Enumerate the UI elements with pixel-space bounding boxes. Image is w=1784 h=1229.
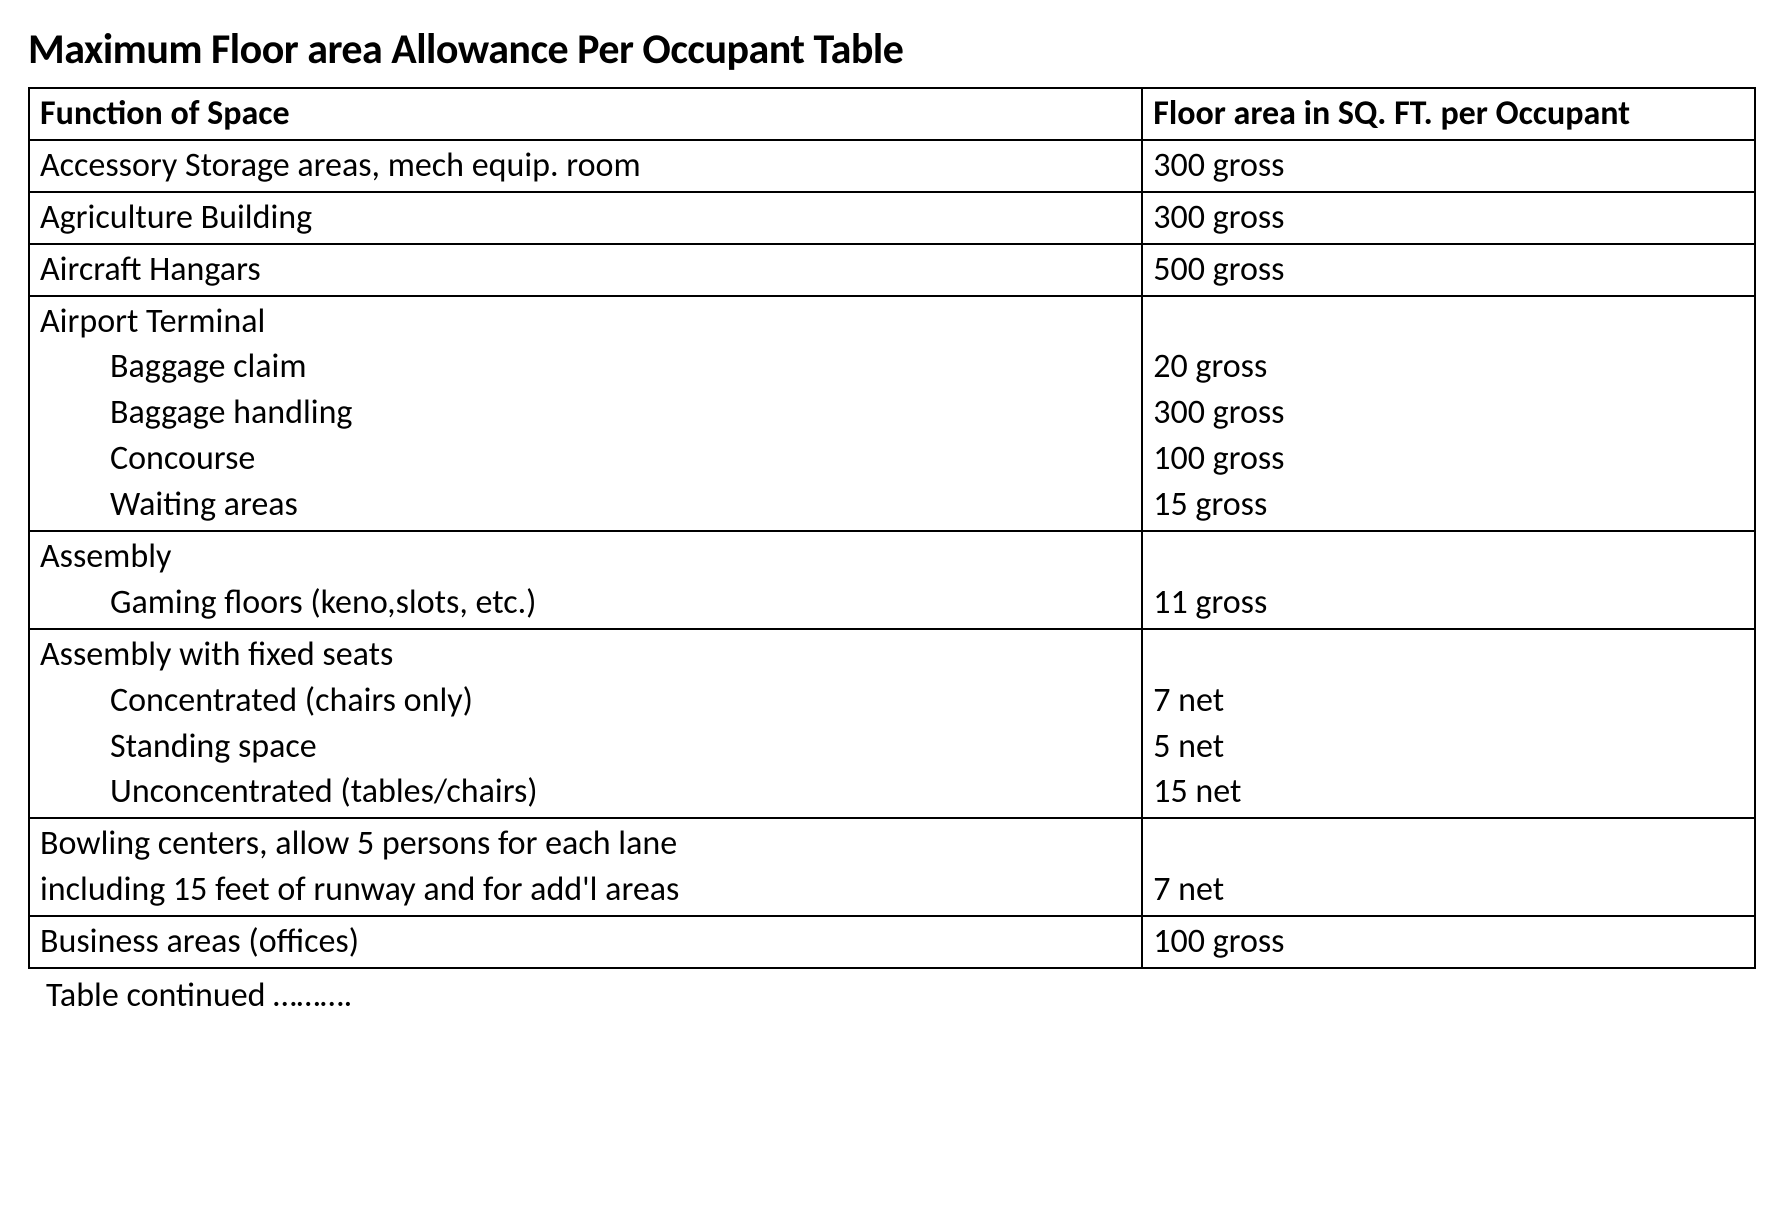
cell-function-group: Assembly Gaming floors (keno,slots, etc.… — [29, 531, 1142, 629]
cell-function: Business areas (offices) — [29, 916, 1142, 968]
table-row: Assembly Gaming floors (keno,slots, etc.… — [29, 531, 1755, 629]
page-title: Maximum Floor area Allowance Per Occupan… — [28, 24, 1756, 75]
cell-value-group: . 7 net 5 net 15 net — [1142, 629, 1755, 819]
floor-area-table: Function of Space Floor area in SQ. FT. … — [28, 87, 1756, 969]
cell-function: Accessory Storage areas, mech equip. roo… — [29, 140, 1142, 192]
table-header-row: Function of Space Floor area in SQ. FT. … — [29, 88, 1755, 140]
header-floor-area: Floor area in SQ. FT. per Occupant — [1142, 88, 1755, 140]
group-sub-value: 15 gross — [1153, 482, 1746, 528]
table-row: Business areas (offices) 100 gross — [29, 916, 1755, 968]
group-sub-label: Concourse — [40, 436, 1133, 482]
group-sub-value: 300 gross — [1153, 390, 1746, 436]
cell-value: 500 gross — [1142, 244, 1755, 296]
group-sub-label: Baggage handling — [40, 390, 1133, 436]
cell-function: Agriculture Building — [29, 192, 1142, 244]
table-row: Aircraft Hangars 500 gross — [29, 244, 1755, 296]
group-sub-label: Baggage claim — [40, 344, 1133, 390]
table-row: Assembly with fixed seats Concentrated (… — [29, 629, 1755, 819]
cell-value-group: . 11 gross — [1142, 531, 1755, 629]
table-row: Accessory Storage areas, mech equip. roo… — [29, 140, 1755, 192]
footer-note: Table continued ………. — [28, 969, 1756, 1016]
cell-value: 100 gross — [1142, 916, 1755, 968]
table-row: Airport Terminal Baggage claim Baggage h… — [29, 296, 1755, 531]
cell-function-multiline: Bowling centers, allow 5 persons for eac… — [29, 818, 1142, 916]
group-parent-label: Assembly — [40, 534, 1133, 580]
group-sub-value: 11 gross — [1153, 580, 1746, 626]
group-parent-label: Assembly with fixed seats — [40, 632, 1133, 678]
group-sub-value: 5 net — [1153, 724, 1746, 770]
cell-function-group: Assembly with fixed seats Concentrated (… — [29, 629, 1142, 819]
cell-function-group: Airport Terminal Baggage claim Baggage h… — [29, 296, 1142, 531]
function-line: including 15 feet of runway and for add'… — [40, 867, 1133, 913]
group-sub-value: 100 gross — [1153, 436, 1746, 482]
cell-function: Aircraft Hangars — [29, 244, 1142, 296]
cell-value: 7 net — [1153, 867, 1746, 913]
group-sub-value: 15 net — [1153, 769, 1746, 815]
cell-value-group: . 7 net — [1142, 818, 1755, 916]
cell-value-group: . 20 gross 300 gross 100 gross 15 gross — [1142, 296, 1755, 531]
header-function: Function of Space — [29, 88, 1142, 140]
group-sub-value: 7 net — [1153, 678, 1746, 724]
cell-value: 300 gross — [1142, 140, 1755, 192]
group-sub-label: Gaming floors (keno,slots, etc.) — [40, 580, 1133, 626]
group-sub-label: Unconcentrated (tables/chairs) — [40, 769, 1133, 815]
group-sub-label: Standing space — [40, 724, 1133, 770]
table-row: Bowling centers, allow 5 persons for eac… — [29, 818, 1755, 916]
cell-value: 300 gross — [1142, 192, 1755, 244]
function-line: Bowling centers, allow 5 persons for eac… — [40, 821, 1133, 867]
group-sub-value: 20 gross — [1153, 344, 1746, 390]
group-parent-label: Airport Terminal — [40, 299, 1133, 345]
group-sub-label: Concentrated (chairs only) — [40, 678, 1133, 724]
table-row: Agriculture Building 300 gross — [29, 192, 1755, 244]
group-sub-label: Waiting areas — [40, 482, 1133, 528]
